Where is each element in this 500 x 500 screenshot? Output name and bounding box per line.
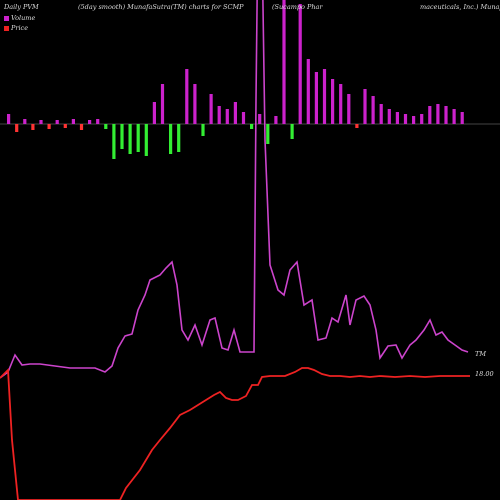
volume-bar <box>79 124 84 130</box>
volume-bars <box>7 0 464 159</box>
volume-bar <box>88 120 92 124</box>
legend-price-swatch <box>4 25 9 31</box>
volume-bar <box>160 84 165 124</box>
pvm-end-label: TM <box>475 350 486 358</box>
volume-bar <box>387 109 391 124</box>
volume-bar <box>250 124 254 129</box>
volume-bar <box>347 94 351 124</box>
volume-bar <box>460 112 464 124</box>
pvm-line <box>0 0 469 379</box>
volume-bar <box>452 109 456 124</box>
volume-bar <box>282 0 286 124</box>
volume-bar <box>371 96 375 124</box>
volume-bar <box>274 116 278 124</box>
price-line <box>0 367 470 500</box>
volume-bar <box>144 124 148 156</box>
chart-title: (5day smooth) MunafaSutra(TM) charts for… <box>78 3 244 11</box>
volume-bar <box>436 104 440 124</box>
volume-bar <box>23 119 27 124</box>
legend-volume-swatch <box>4 15 9 21</box>
volume-bar <box>379 104 383 124</box>
volume-bar <box>395 112 399 124</box>
volume-bar <box>209 94 213 124</box>
volume-bar <box>290 124 294 139</box>
volume-bar <box>71 119 75 124</box>
volume-bar <box>96 119 100 124</box>
volume-bar <box>136 124 140 152</box>
volume-bar <box>63 124 67 128</box>
volume-bar <box>193 84 197 124</box>
volume-bar <box>420 114 424 124</box>
volume-bar <box>428 106 432 124</box>
volume-bar <box>331 79 335 124</box>
volume-bar <box>412 116 416 124</box>
company-name-part2: maceuticals, Inc.) Munaf <box>420 3 500 11</box>
volume-bar <box>47 124 51 129</box>
volume-bar <box>444 106 448 124</box>
volume-bar <box>15 124 19 132</box>
volume-bar <box>233 102 237 124</box>
volume-bar <box>403 114 408 124</box>
volume-bar <box>31 124 35 130</box>
volume-bar <box>128 124 132 154</box>
volume-bar <box>258 114 262 124</box>
volume-bar <box>225 109 229 124</box>
volume-bar <box>201 124 205 136</box>
volume-bar <box>298 4 302 124</box>
company-name-part1: (Sucampo Phar <box>272 3 323 11</box>
volume-bar <box>120 124 124 149</box>
chart-type-label: Daily PVM <box>4 3 39 11</box>
volume-bar <box>152 102 156 124</box>
volume-bar <box>314 72 318 124</box>
volume-bar <box>322 69 327 124</box>
volume-bar <box>363 89 367 124</box>
volume-bar <box>185 69 189 124</box>
legend-volume-label: Volume <box>11 14 36 22</box>
legend-volume: Volume <box>4 14 35 22</box>
volume-bar <box>306 59 310 124</box>
volume-bar <box>355 124 359 128</box>
legend-price-label: Price <box>11 24 29 32</box>
volume-bar <box>266 124 270 144</box>
volume-bar <box>55 120 59 124</box>
volume-bar <box>339 84 343 124</box>
legend-price: Price <box>4 24 28 32</box>
volume-bar <box>177 124 181 152</box>
volume-bar <box>169 124 173 154</box>
volume-bar <box>39 120 43 124</box>
price-end-label: 18.00 <box>475 370 494 378</box>
volume-bar <box>7 114 11 124</box>
volume-bar <box>241 112 246 124</box>
volume-bar <box>217 106 221 124</box>
volume-bar <box>104 124 108 129</box>
volume-bar <box>112 124 116 159</box>
